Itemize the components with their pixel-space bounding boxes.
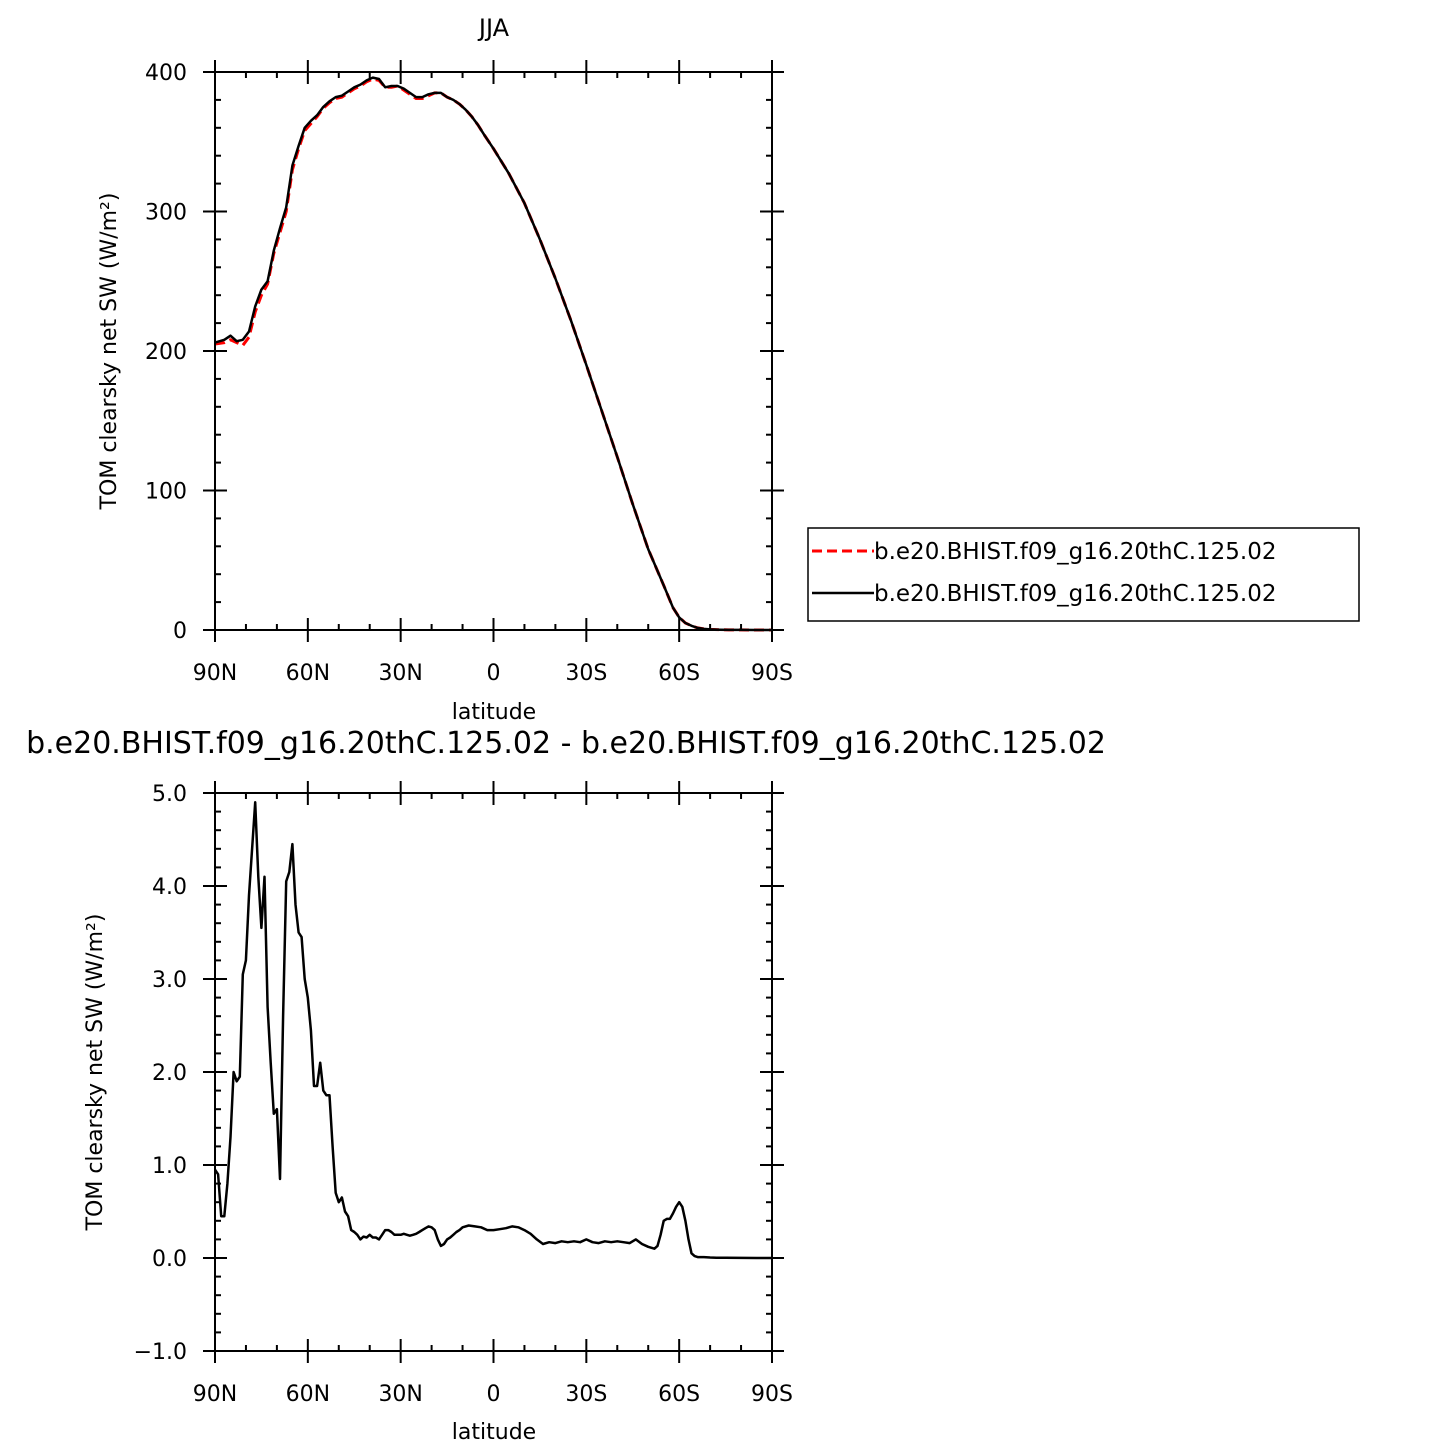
bottom-x-tick-label: 0 [487, 1382, 501, 1407]
legend-entry-1: b.e20.BHIST.f09_g16.20thC.125.02 [874, 539, 1276, 565]
top-x-axis-label: latitude [452, 700, 536, 725]
top-series-group [214, 76, 772, 632]
bottom-y-tick-label: 3.0 [152, 968, 187, 993]
bottom-x-tick-label: 90S [751, 1382, 793, 1407]
bottom-y-axis-label: TOM clearsky net SW (W/m²) [83, 914, 108, 1232]
top-x-tick-label: 0 [487, 661, 501, 686]
bottom-chart-panel: b.e20.BHIST.f09_g16.20thC.125.02 - b.e20… [26, 726, 1106, 1445]
top-y-axis-label: TOM clearsky net SW (W/m²) [97, 193, 122, 511]
legend: b.e20.BHIST.f09_g16.20thC.125.02 b.e20.B… [807, 527, 1360, 622]
bottom-x-tick-label: 60N [286, 1382, 330, 1407]
legend-entry-2: b.e20.BHIST.f09_g16.20thC.125.02 [874, 581, 1276, 607]
top-y-tick-label: 400 [145, 61, 187, 86]
top-series-line-2 [214, 76, 772, 632]
bottom-series-group [213, 801, 772, 1260]
top-chart-title: JJA [477, 14, 510, 42]
bottom-y-tick-label: 4.0 [152, 875, 187, 900]
top-y-tick-label: 100 [145, 480, 187, 505]
top-x-tick-label: 60S [658, 661, 700, 686]
bottom-series-line-1 [213, 801, 772, 1260]
top-x-tick-label: 60N [286, 661, 330, 686]
top-y-tick-label: 200 [145, 340, 187, 365]
top-x-tick-label: 30N [378, 661, 422, 686]
top-y-tick-label: 0 [173, 619, 187, 644]
bottom-y-tick-label: 1.0 [152, 1154, 187, 1179]
top-y-tick-label: 300 [145, 201, 187, 226]
bottom-x-tick-label: 30N [378, 1382, 422, 1407]
top-x-tick-label: 90N [193, 661, 237, 686]
bottom-x-tick-label: 30S [565, 1382, 607, 1407]
top-series-line-1 [214, 77, 772, 632]
bottom-x-tick-label: 60S [658, 1382, 700, 1407]
bottom-y-tick-label: −1.0 [134, 1340, 187, 1365]
top-chart-panel: JJA 90N 60N 30N 0 30S 60S 90S 0 100 200 300 400 lat… [97, 14, 793, 725]
bottom-y-tick-label: 2.0 [152, 1061, 187, 1086]
top-axis-ticks: 90N 60N 30N 0 30S 60S 90S 0 100 200 300 400 [145, 60, 793, 686]
bottom-x-tick-label: 90N [193, 1382, 237, 1407]
top-x-tick-label: 30S [565, 661, 607, 686]
bottom-y-tick-label: 5.0 [152, 782, 187, 807]
top-x-tick-label: 90S [751, 661, 793, 686]
top-plot-frame [214, 71, 773, 631]
legend-box [807, 527, 1360, 622]
bottom-plot-frame [214, 792, 773, 1352]
bottom-x-axis-label: latitude [452, 1420, 536, 1445]
bottom-axis-ticks: 90N 60N 30N 0 30S 60S 90S −1.0 0.0 1.0 2.0 3.0 4.0 5.… [134, 781, 793, 1407]
bottom-y-tick-label: 0.0 [152, 1247, 187, 1272]
bottom-chart-title: b.e20.BHIST.f09_g16.20thC.125.02 - b.e20… [26, 726, 1106, 761]
